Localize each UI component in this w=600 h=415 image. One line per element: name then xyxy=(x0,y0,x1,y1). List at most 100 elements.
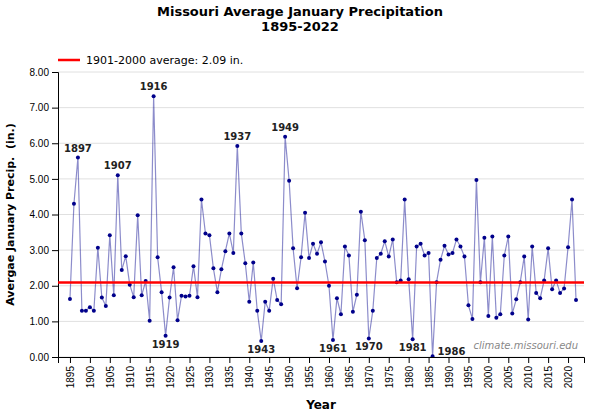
data-point xyxy=(367,336,371,340)
tick: 5.00 xyxy=(30,174,58,185)
data-point xyxy=(188,294,192,298)
tick-mark xyxy=(309,357,310,363)
data-point xyxy=(263,300,267,304)
data-point xyxy=(223,249,227,253)
data-point xyxy=(466,303,470,307)
tick-mark xyxy=(229,357,230,363)
tick-mark xyxy=(488,357,489,363)
tick-mark xyxy=(70,357,71,363)
data-point xyxy=(80,309,84,313)
data-point xyxy=(148,319,152,323)
tick: 6.00 xyxy=(30,138,58,149)
data-point xyxy=(172,265,176,269)
tick-mark xyxy=(548,357,549,363)
data-point xyxy=(510,312,514,316)
data-point xyxy=(522,255,526,259)
watermark: climate.missouri.edu xyxy=(474,340,578,351)
tick-label: 3.00 xyxy=(30,245,50,256)
data-point xyxy=(219,267,223,271)
data-point xyxy=(132,295,136,299)
tick: 1945 xyxy=(264,357,275,388)
x-axis-title: Year xyxy=(305,398,336,412)
chart: Missouri Average January Precipitation18… xyxy=(0,0,600,415)
data-point xyxy=(486,314,490,318)
x-axis: 1895190019051910191519201925193019351940… xyxy=(59,357,585,388)
data-point xyxy=(462,255,466,259)
data-point xyxy=(164,334,168,338)
tick-label: 1950 xyxy=(284,366,295,389)
tick-mark xyxy=(52,286,58,287)
tick: 1900 xyxy=(85,357,96,388)
data-point xyxy=(243,261,247,265)
tick: 1935 xyxy=(224,357,235,388)
tick-label: 2005 xyxy=(503,366,514,389)
tick-mark xyxy=(528,357,529,363)
data-point xyxy=(550,287,554,291)
tick-mark xyxy=(52,179,58,180)
annotation: 1897 xyxy=(64,143,92,154)
grid-line xyxy=(58,107,584,108)
data-point xyxy=(355,293,359,297)
data-point xyxy=(546,246,550,250)
annotation: 1919 xyxy=(152,339,180,350)
tick-mark xyxy=(110,357,111,363)
tick: 3.00 xyxy=(30,245,58,256)
tick-mark xyxy=(170,357,171,363)
data-point xyxy=(454,237,458,241)
data-point xyxy=(506,235,510,239)
grid-line xyxy=(58,72,584,73)
data-point xyxy=(112,293,116,297)
tick: 1925 xyxy=(185,357,196,388)
tick-mark xyxy=(52,215,58,216)
tick-label: 1975 xyxy=(384,366,395,389)
tick: 2005 xyxy=(503,357,514,388)
legend-swatch xyxy=(58,59,80,62)
tick-label: 1970 xyxy=(364,366,375,389)
data-point xyxy=(359,210,363,214)
data-point xyxy=(431,354,435,357)
tick-label: 1920 xyxy=(165,366,176,389)
tick-mark xyxy=(249,357,250,363)
data-point xyxy=(104,304,108,308)
data-point xyxy=(387,255,391,259)
tick-label: 1915 xyxy=(145,366,156,389)
tick: 1960 xyxy=(324,357,335,388)
grid xyxy=(58,72,584,357)
data-point xyxy=(323,260,327,264)
data-point xyxy=(534,291,538,295)
tick-mark xyxy=(269,357,270,363)
data-point xyxy=(267,309,271,313)
tick-mark xyxy=(409,357,410,363)
data-point xyxy=(203,231,207,235)
series-line xyxy=(70,96,576,356)
legend: 1901-2000 average: 2.09 in. xyxy=(58,54,243,67)
data-point xyxy=(251,261,255,265)
tick-label: 1935 xyxy=(224,366,235,389)
tick: 1990 xyxy=(444,357,455,388)
tick-mark xyxy=(468,357,469,363)
data-point xyxy=(184,294,188,298)
tick-label: 1940 xyxy=(244,366,255,389)
data-point xyxy=(558,291,562,295)
data-point xyxy=(411,337,415,341)
data-point xyxy=(124,254,128,258)
data-point xyxy=(191,264,195,268)
data-point xyxy=(160,290,164,294)
tick-label: 1910 xyxy=(125,366,136,389)
y-axis-title: Avergae January Precip. (in.) xyxy=(4,123,17,306)
data-point xyxy=(419,242,423,246)
data-point xyxy=(439,258,443,262)
tick: 1910 xyxy=(125,357,136,388)
data-point xyxy=(570,198,574,202)
data-point xyxy=(566,245,570,249)
tick-label: 1945 xyxy=(264,366,275,389)
data-point xyxy=(199,198,203,202)
data-point xyxy=(84,309,88,313)
annotation: 1907 xyxy=(104,160,132,171)
tick-mark xyxy=(329,357,330,363)
tick-label: 1925 xyxy=(185,366,196,389)
data-point xyxy=(391,237,395,241)
annotations: 1897190719161937194919191943196119701981… xyxy=(64,81,578,356)
annotation: 1949 xyxy=(271,122,299,133)
title-line: 1895-2022 xyxy=(261,19,339,34)
